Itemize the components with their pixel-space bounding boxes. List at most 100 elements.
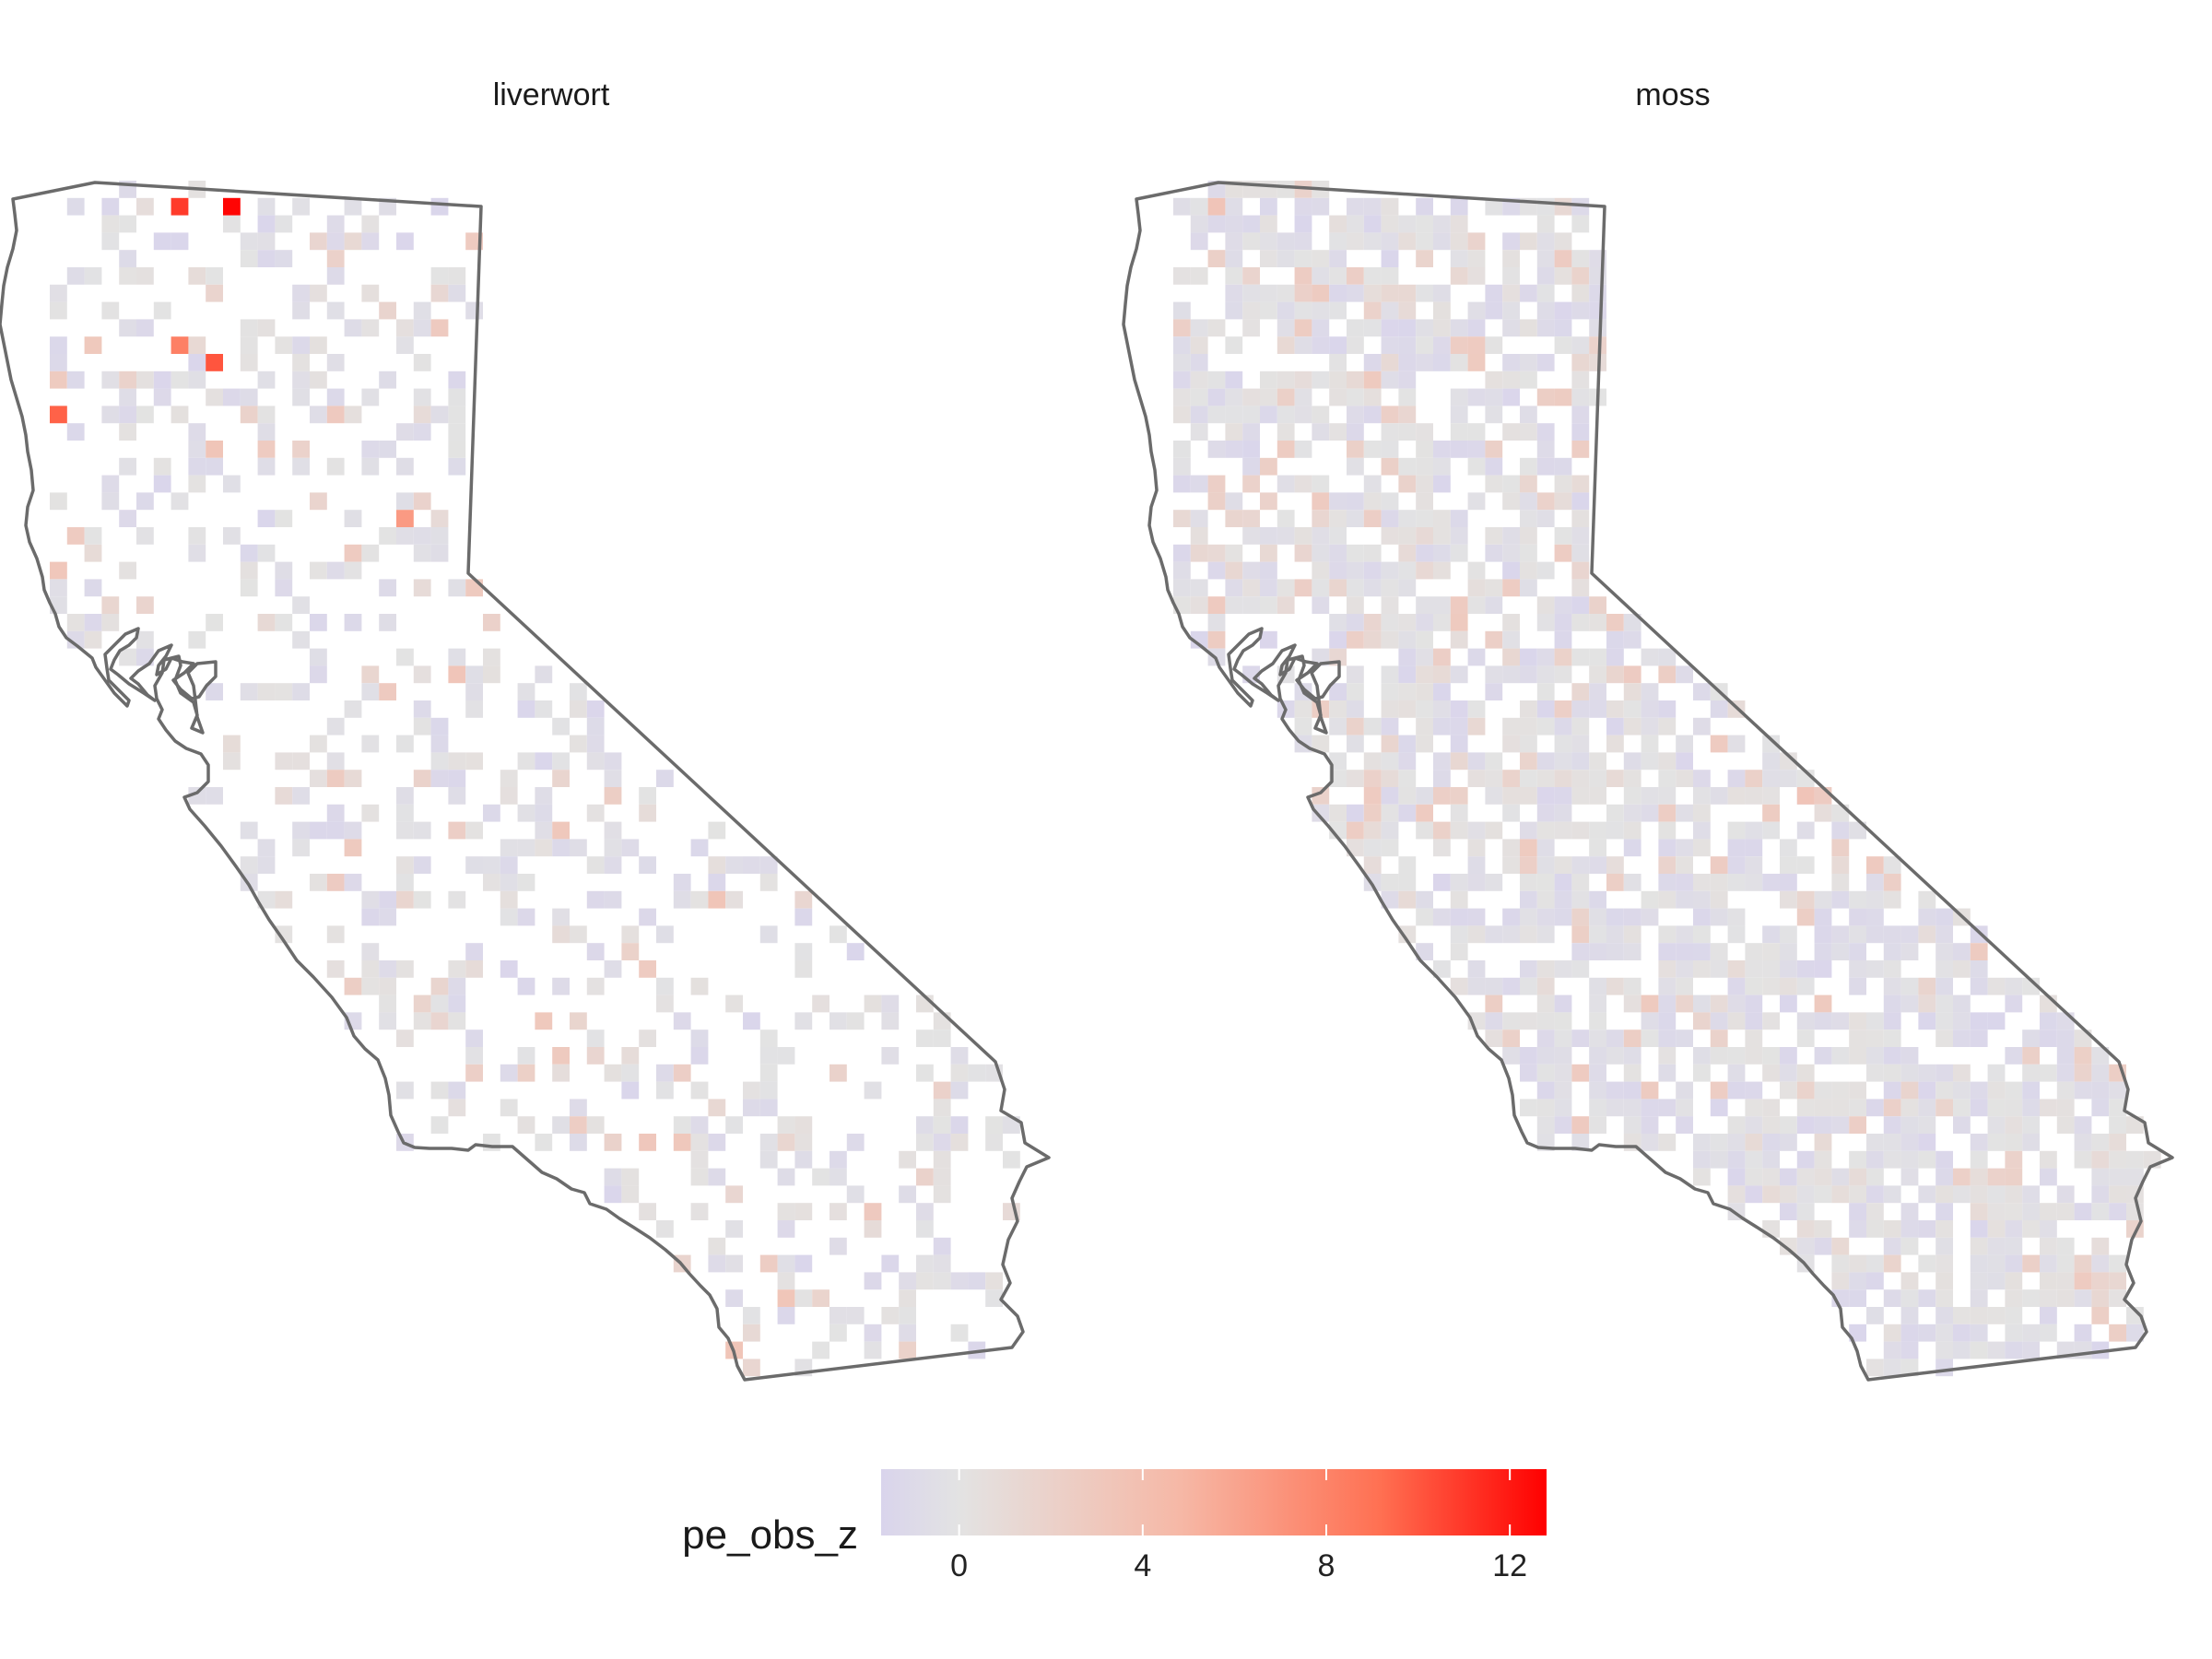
grid-cell (206, 787, 223, 805)
grid-cell (292, 371, 310, 389)
grid-cell (396, 319, 414, 337)
grid-cell (1520, 1047, 1537, 1065)
grid-cell (2074, 1081, 2092, 1100)
grid-cell (586, 977, 605, 995)
grid-cell (275, 614, 293, 631)
grid-cell (448, 284, 466, 302)
grid-cell (1641, 735, 1659, 753)
grid-cell (1242, 596, 1260, 614)
grid-cell (1571, 301, 1590, 320)
grid-cell (1467, 492, 1486, 511)
grid-cell (326, 354, 345, 371)
grid-cell (1312, 197, 1330, 216)
grid-cell (465, 856, 483, 874)
grid-cell (1433, 527, 1451, 545)
grid-cell (1502, 492, 1520, 511)
grid-cell (206, 284, 223, 302)
grid-cell (1762, 977, 1780, 995)
grid-cell (361, 890, 380, 909)
grid-cell (1502, 301, 1520, 320)
grid-cell (1571, 336, 1590, 354)
grid-cell (2005, 1272, 2023, 1290)
grid-cell (1936, 925, 1953, 944)
grid-cell (1589, 301, 1606, 320)
grid-cell (777, 1168, 795, 1186)
grid-cell (292, 752, 310, 771)
grid-cell (1502, 908, 1520, 926)
grid-cell (846, 943, 865, 960)
grid-cell (1536, 752, 1555, 771)
grid-cell (899, 1307, 916, 1324)
grid-cell (2022, 1047, 2040, 1065)
grid-cell (257, 319, 276, 337)
grid-cell (1363, 856, 1382, 874)
grid-cell (1329, 804, 1347, 822)
grid-cell (1571, 475, 1590, 493)
grid-cell (1502, 665, 1520, 684)
grid-cell (1329, 336, 1347, 354)
grid-cell (1796, 856, 1815, 874)
grid-cell (1883, 1359, 1901, 1377)
grid-cell (1623, 943, 1641, 960)
grid-cell (1294, 215, 1312, 233)
grid-cell (1398, 457, 1417, 476)
grid-cell (1883, 994, 1901, 1013)
grid-cell (1502, 267, 1520, 285)
grid-cell (1485, 874, 1503, 891)
grid-cell (1936, 1081, 1953, 1100)
grid-cell (1762, 925, 1780, 944)
grid-cell (310, 874, 327, 891)
grid-cell (1190, 232, 1208, 251)
grid-cell (430, 510, 449, 527)
grid-cell (1294, 406, 1312, 424)
grid-cell (1242, 319, 1260, 337)
grid-cell (1780, 925, 1797, 944)
grid-cell (1554, 770, 1572, 787)
grid-cell (1398, 406, 1417, 424)
grid-cell (101, 215, 120, 233)
grid-cell (188, 441, 206, 458)
grid-cell (326, 770, 345, 787)
grid-cell (1727, 977, 1746, 995)
grid-cell (1936, 994, 1953, 1013)
grid-cell (1416, 232, 1433, 251)
grid-cell (1849, 1289, 1866, 1307)
grid-cell (84, 630, 102, 649)
grid-cell (1693, 1168, 1711, 1186)
grid-cell (1883, 960, 1901, 978)
panel-moss: moss (1122, 77, 2174, 1382)
grid-cell (1312, 475, 1330, 493)
grid-cell (759, 856, 778, 874)
grid-cell (1347, 215, 1364, 233)
grid-cell (1900, 1064, 1919, 1082)
grid-cell (1900, 1220, 1919, 1238)
grid-cell (1260, 371, 1277, 389)
grid-cell (1381, 665, 1399, 684)
grid-cell (1814, 1116, 1832, 1134)
grid-cell (1363, 215, 1382, 233)
grid-cell (899, 1272, 916, 1290)
grid-cell (1623, 717, 1641, 735)
grid-cell (1207, 475, 1226, 493)
grid-cell (1416, 890, 1433, 909)
grid-cell (1606, 1047, 1624, 1065)
grid-cell (1502, 388, 1520, 406)
grid-cell (2056, 1012, 2075, 1030)
grid-cell (2091, 1237, 2110, 1255)
grid-cell (119, 457, 136, 476)
grid-cell (136, 319, 154, 337)
grid-cell (1433, 354, 1451, 371)
grid-cell (1831, 1116, 1850, 1134)
grid-cell (1433, 683, 1451, 700)
grid-cell (50, 354, 67, 371)
grid-cell (1936, 1203, 1953, 1220)
grid-cell (66, 197, 85, 216)
grid-cell (1347, 284, 1364, 302)
grid-cell (326, 960, 345, 978)
grid-cell (1277, 181, 1295, 198)
grid-cell (171, 406, 189, 424)
grid-cell (1363, 614, 1382, 631)
grid-cell (1450, 527, 1468, 545)
grid-cell (1571, 579, 1590, 597)
grid-cell (2056, 1064, 2075, 1082)
